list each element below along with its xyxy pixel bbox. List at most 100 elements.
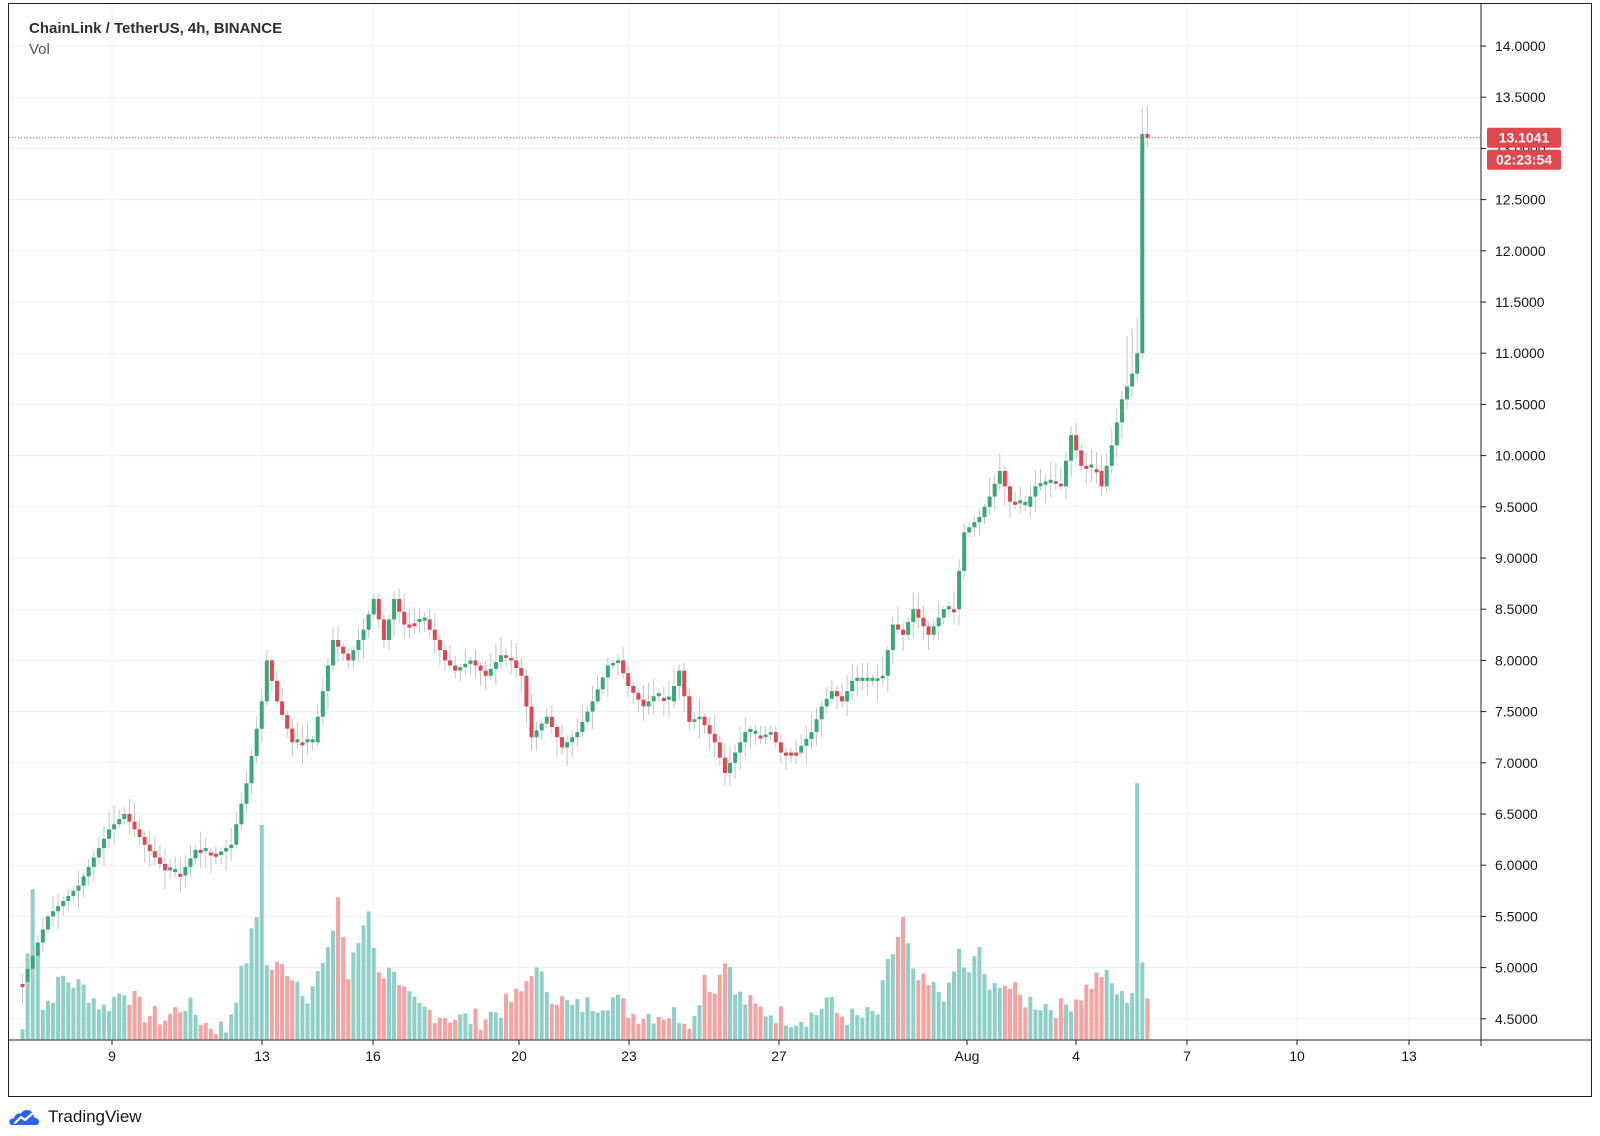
candle — [855, 665, 860, 697]
candle-body — [794, 752, 799, 756]
volume-bar — [402, 986, 407, 1040]
candle-body — [666, 696, 671, 700]
volume-bar — [473, 1008, 478, 1040]
candle — [885, 646, 890, 692]
candle-body — [651, 696, 656, 702]
volume-bar — [320, 963, 325, 1040]
volume-bar — [1109, 983, 1114, 1040]
volume-bar — [1145, 998, 1150, 1040]
candle — [656, 689, 661, 702]
volume-bar — [539, 971, 544, 1040]
volume-bar — [855, 1015, 860, 1040]
volume-bar — [997, 987, 1002, 1040]
candle — [280, 688, 285, 720]
candle-body — [778, 742, 783, 753]
candle — [941, 606, 946, 625]
volume-bar — [758, 1006, 763, 1040]
candle — [1063, 452, 1068, 499]
volume-bar — [422, 1006, 427, 1040]
volume-bar — [911, 968, 916, 1040]
candle-body — [305, 739, 310, 743]
candle-body — [341, 646, 346, 654]
volume-bar — [570, 1004, 575, 1040]
volume-bar — [163, 1020, 168, 1040]
candle-body — [997, 470, 1002, 484]
candle — [967, 522, 972, 538]
y-tick-label: 14.0000 — [1495, 38, 1546, 54]
candle — [117, 809, 122, 829]
candle-body — [101, 838, 106, 849]
candle — [478, 662, 483, 687]
volume-bar — [107, 1011, 112, 1040]
candle-body — [789, 752, 794, 756]
candle-body — [677, 670, 682, 686]
candle — [1018, 486, 1023, 514]
candle-body — [906, 622, 911, 635]
candle-body — [1079, 450, 1084, 466]
candle-body — [249, 755, 254, 784]
candle — [814, 707, 819, 746]
volume-bar — [712, 993, 717, 1040]
candle — [799, 734, 804, 757]
candle-body — [641, 699, 646, 707]
candle — [101, 825, 106, 866]
candle-body — [1069, 435, 1074, 461]
volume-bar — [560, 996, 565, 1040]
volume-bar — [178, 1012, 183, 1040]
volume-bar — [865, 1007, 870, 1040]
candle-body — [539, 723, 544, 731]
candle — [30, 949, 35, 980]
candle-body — [478, 665, 483, 671]
candle-body — [1063, 460, 1068, 487]
x-tick-label: 7 — [1183, 1048, 1191, 1064]
y-tick-label: 10.5000 — [1495, 396, 1546, 412]
candle-body — [1033, 486, 1038, 497]
candle — [285, 710, 290, 737]
candle-body — [717, 742, 722, 758]
candle — [534, 721, 539, 751]
candle — [682, 662, 687, 713]
candle — [1119, 391, 1124, 439]
candle — [224, 839, 229, 871]
candle — [473, 650, 478, 678]
candle-body — [1084, 465, 1089, 469]
volume-bar — [549, 1003, 554, 1040]
volume-bar — [96, 1009, 101, 1040]
candle-body — [585, 711, 590, 722]
volume-bar — [193, 1014, 198, 1040]
volume-bar — [616, 994, 621, 1040]
volume-bar — [20, 1029, 25, 1040]
candle-body — [916, 609, 921, 618]
volume-bar — [1130, 993, 1135, 1040]
candle — [275, 670, 279, 705]
candle-body — [646, 701, 651, 707]
candle — [1043, 473, 1048, 503]
volume-bar — [794, 1025, 799, 1040]
candle-body — [366, 614, 371, 630]
candle — [992, 474, 997, 511]
chart-frame[interactable]: 14.0000 13.5000 13.0000 12.5000 12.0000 11.50… — [8, 3, 1592, 1097]
candle — [127, 799, 132, 835]
candle — [1058, 468, 1063, 490]
candlestick-chart[interactable]: 14.000013.500013.000012.500012.000011.50… — [9, 4, 1591, 1096]
volume-bar — [565, 1000, 570, 1040]
volume-bar — [850, 1008, 855, 1040]
volume-layer — [20, 783, 1150, 1040]
candle — [936, 601, 941, 641]
volume-bar — [66, 982, 71, 1040]
candle-body — [839, 696, 844, 702]
candle — [203, 837, 208, 869]
candle-body — [1038, 483, 1043, 487]
volume-bar — [921, 973, 926, 1040]
candle-body — [188, 858, 193, 867]
candle-body — [870, 677, 875, 681]
candle-body — [722, 757, 727, 774]
volume-bar — [1043, 1004, 1048, 1040]
tradingview-brand[interactable]: TradingView — [48, 1107, 142, 1126]
candle — [315, 703, 320, 747]
candle-body — [921, 617, 926, 627]
candle-body — [234, 824, 239, 845]
volume-bar — [229, 1014, 234, 1040]
candle — [997, 453, 1002, 491]
candle — [1023, 496, 1028, 512]
